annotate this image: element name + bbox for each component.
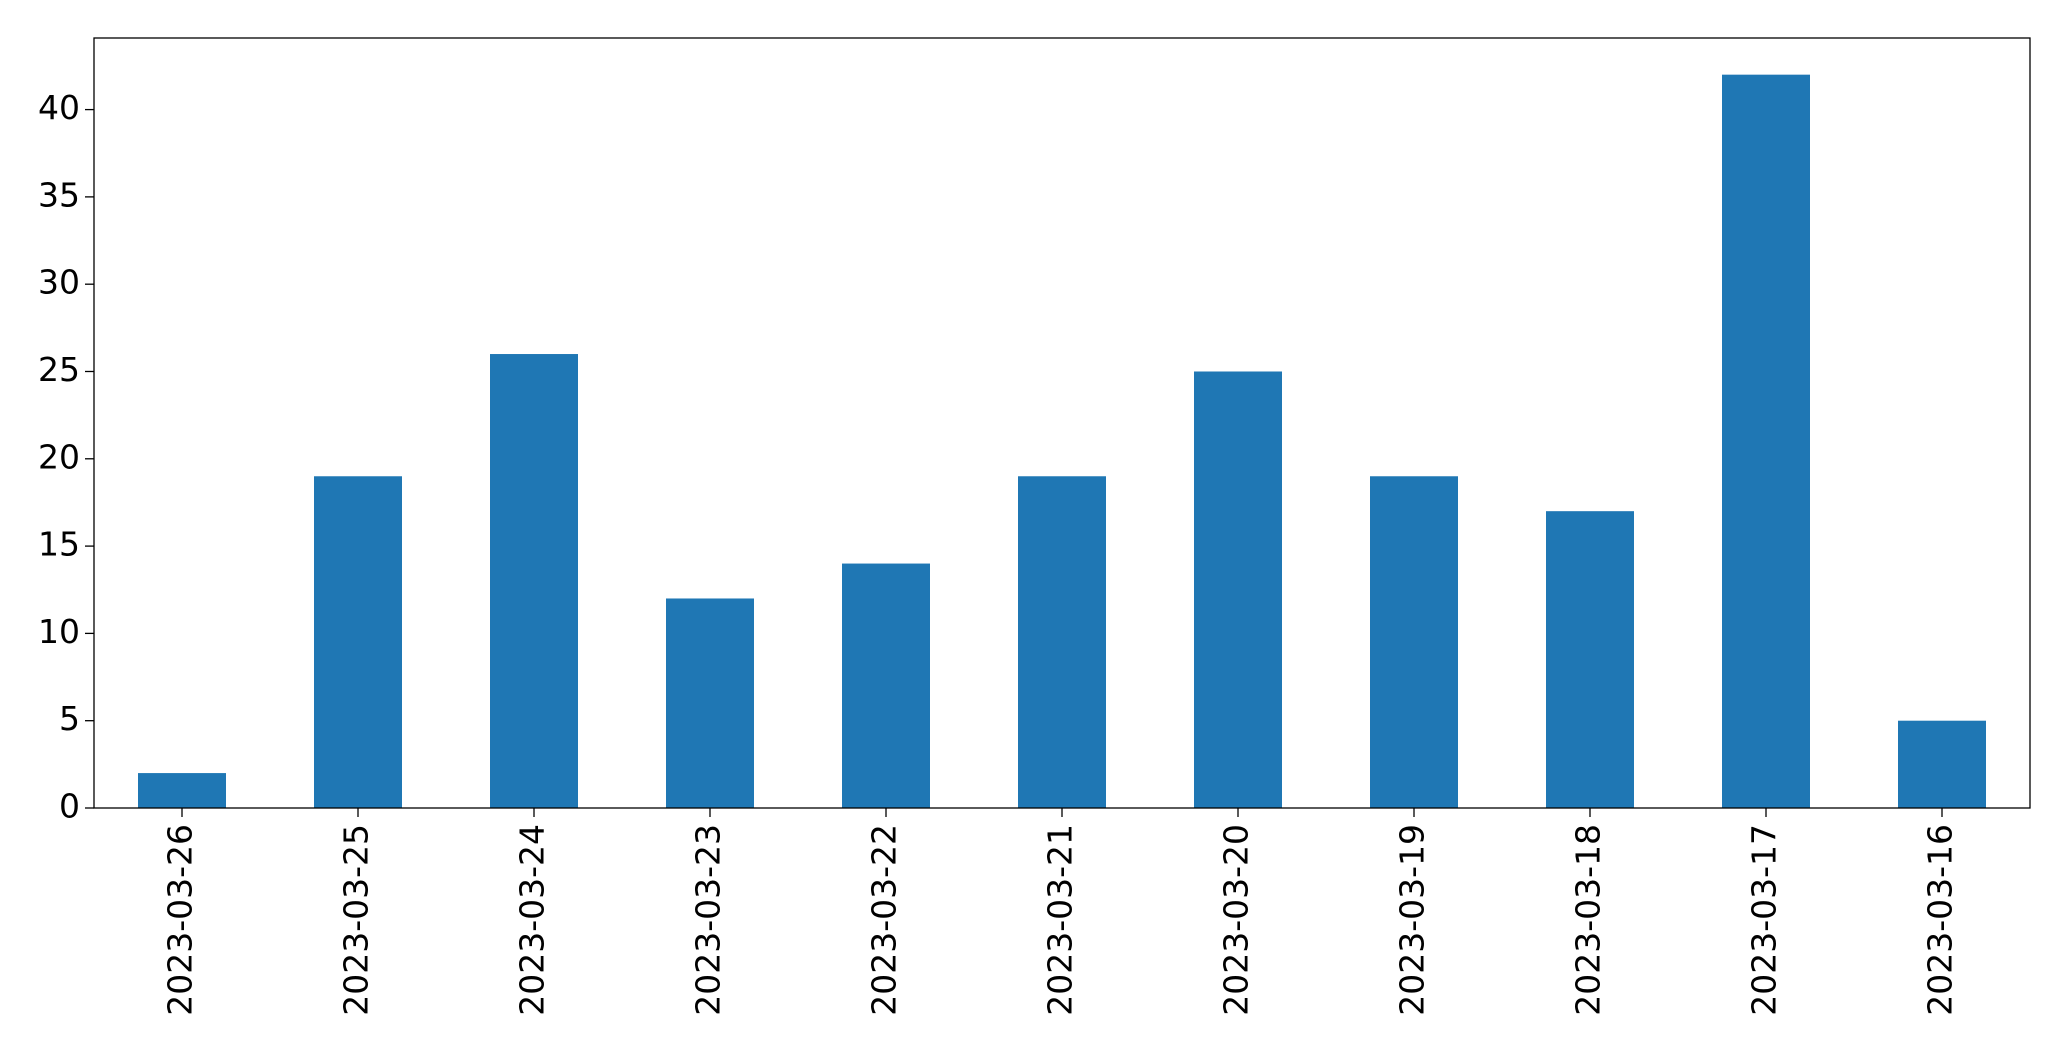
bar [1722, 74, 1810, 808]
y-tick-label: 25 [38, 350, 80, 389]
bar [1370, 476, 1458, 808]
x-tick-label: 2023-03-24 [513, 824, 552, 1016]
bar [138, 773, 226, 808]
y-tick-label: 35 [38, 175, 80, 214]
x-tick-label: 2023-03-18 [1569, 824, 1608, 1016]
bar [1018, 476, 1106, 808]
x-tick-label: 2023-03-23 [689, 824, 728, 1016]
bar [1898, 720, 1986, 808]
bar [666, 598, 754, 808]
bar [842, 563, 930, 808]
y-tick-label: 5 [59, 699, 80, 738]
y-tick-label: 10 [38, 612, 80, 651]
x-tick-label: 2023-03-16 [1921, 824, 1960, 1016]
x-tick-label: 2023-03-26 [161, 824, 200, 1016]
x-tick-label: 2023-03-20 [1217, 824, 1256, 1016]
x-tick-label: 2023-03-21 [1041, 824, 1080, 1016]
y-tick-label: 40 [38, 88, 80, 127]
y-tick-label: 20 [38, 437, 80, 476]
bar [1546, 511, 1634, 808]
y-tick-label: 0 [59, 787, 80, 826]
plot-frame [93, 37, 2031, 809]
x-tick-label: 2023-03-22 [865, 824, 904, 1016]
x-tick-label: 2023-03-25 [337, 824, 376, 1016]
bar [490, 354, 578, 808]
x-tick-label: 2023-03-17 [1745, 824, 1784, 1016]
y-tick-label: 15 [38, 525, 80, 564]
bar [314, 476, 402, 808]
y-tick-label: 30 [38, 263, 80, 302]
bar [1194, 371, 1282, 808]
x-tick-label: 2023-03-19 [1393, 824, 1432, 1016]
